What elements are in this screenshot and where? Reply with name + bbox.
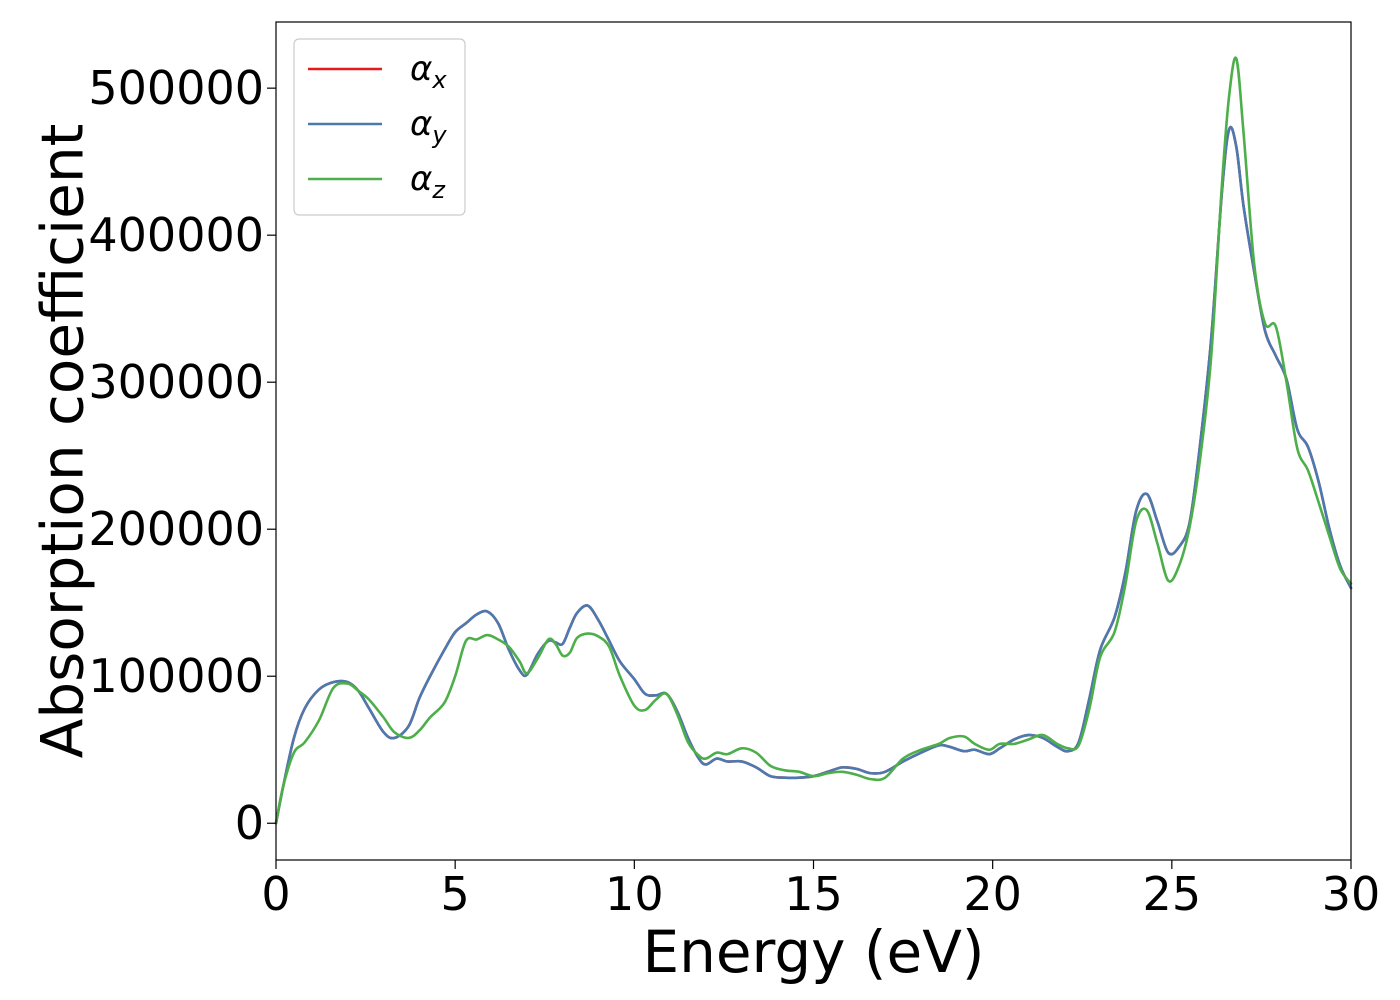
legend-label-z: αz [410,159,446,204]
legend: αx αy αz [293,38,466,216]
y-tick-label: 200000 [88,502,264,556]
x-axis: 0 5 10 15 20 25 30 [261,860,1380,921]
x-axis-title: Energy (eV) [642,918,984,986]
legend-label-x: αx [410,49,447,94]
y-tick-label: 400000 [88,208,264,262]
x-tick-label: 10 [605,867,664,921]
y-tick-label: 500000 [88,61,264,115]
y-tick-label: 0 [235,796,264,850]
x-tick-label: 30 [1322,867,1381,921]
legend-label-y: αy [410,104,447,149]
y-axis-title: Absorption coefficient [28,124,96,759]
x-tick-label: 25 [1143,867,1202,921]
x-tick-label: 0 [261,867,290,921]
series-line-y [274,125,1353,825]
legend-box [293,38,466,216]
y-tick-label: 300000 [88,355,264,409]
x-tick-label: 5 [441,867,470,921]
y-tick-label: 100000 [88,649,264,703]
series-line-x [274,125,1353,825]
x-tick-label: 20 [963,867,1022,921]
y-axis: 0 100000 200000 300000 400000 500000 [88,61,276,850]
x-tick-label: 15 [784,867,843,921]
series-line-z [274,56,1353,825]
series-lines [274,56,1353,825]
